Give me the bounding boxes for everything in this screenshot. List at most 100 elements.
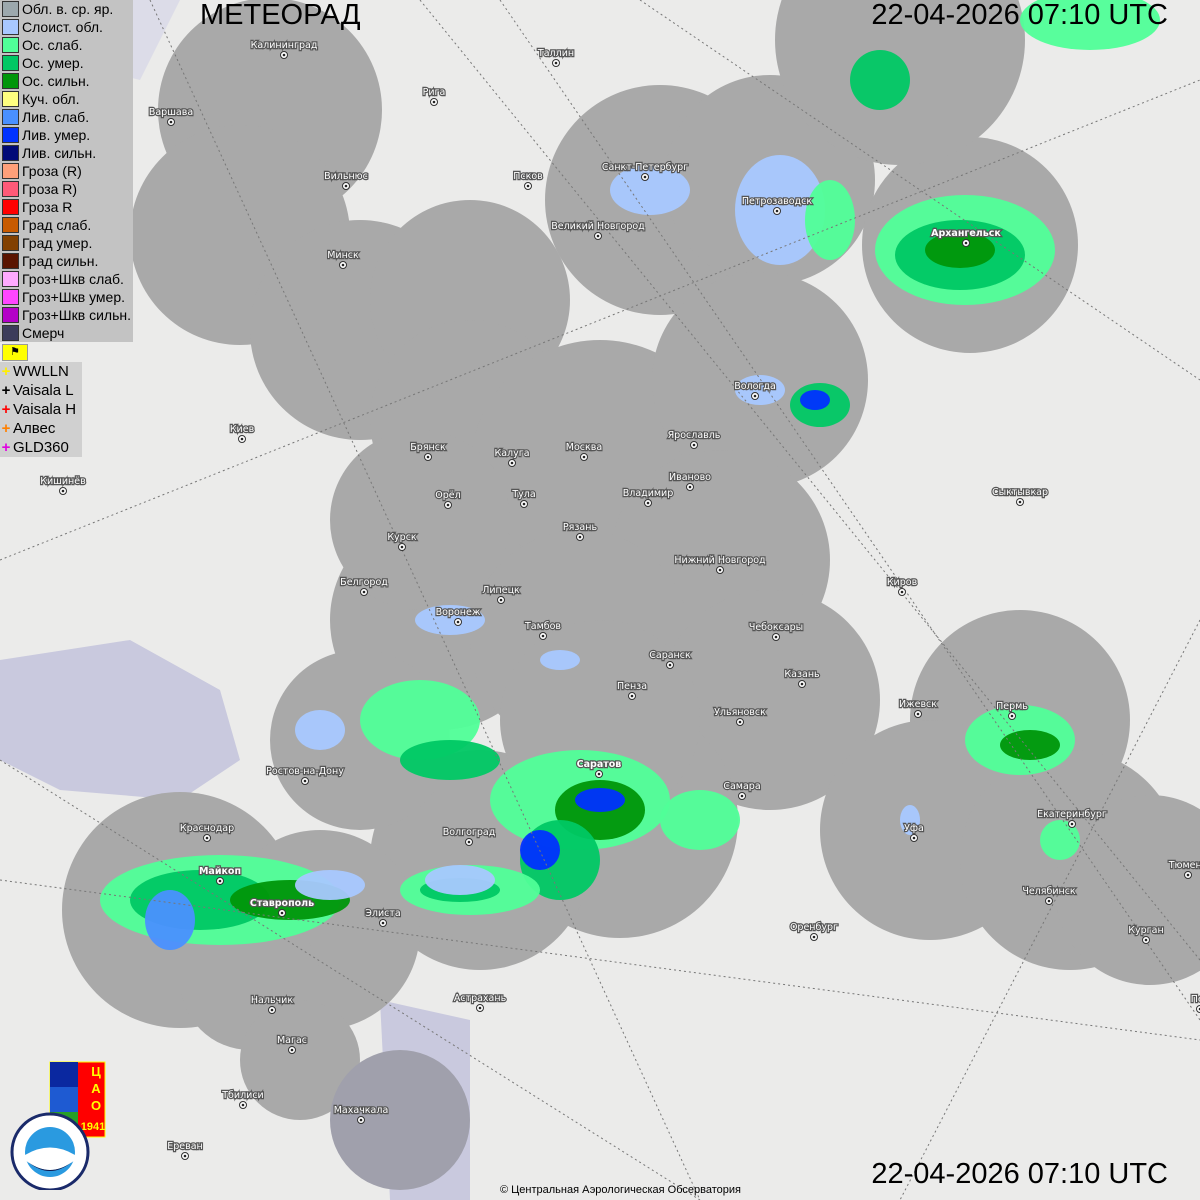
legend-swatch <box>2 37 19 53</box>
city-label: Великий Новгород <box>551 221 645 232</box>
legend-item: Лив. сильн. <box>0 144 133 162</box>
city-marker[interactable]: Элиста <box>364 907 402 927</box>
legend-label: Град сильн. <box>22 253 99 269</box>
legend-label: Гроз+Шкв слаб. <box>22 271 124 287</box>
city-marker[interactable]: Оренбург <box>789 921 839 941</box>
city-marker[interactable]: Калининград <box>249 39 319 59</box>
city-marker[interactable]: Самара <box>722 780 762 800</box>
city-marker[interactable]: Курск <box>386 531 418 551</box>
city-marker[interactable]: Москва <box>565 441 603 461</box>
city-marker[interactable]: Екатеринбург <box>1036 808 1108 828</box>
legend-item: Ос. умер. <box>0 54 133 72</box>
city-label: Москва <box>566 442 602 453</box>
city-marker[interactable]: Тбилиси <box>220 1089 265 1109</box>
city-marker[interactable]: Казань <box>783 668 821 688</box>
precipitation-echo <box>850 50 910 110</box>
city-marker[interactable]: Ульяновск <box>713 706 767 726</box>
city-marker[interactable]: Сыктывкар <box>991 486 1049 506</box>
svg-text:Ц: Ц <box>91 1064 101 1079</box>
city-label: Калуга <box>494 448 529 459</box>
city-label: Вологда <box>734 381 776 392</box>
city-marker[interactable]: Ижевск <box>898 698 938 718</box>
city-marker[interactable]: Киев <box>229 423 256 443</box>
city-marker[interactable]: Тамбов <box>523 620 563 640</box>
city-marker[interactable]: Киров <box>886 576 919 596</box>
city-marker[interactable]: Саранск <box>648 649 692 669</box>
city-marker[interactable]: Рига <box>421 86 447 106</box>
city-marker[interactable]: Пенза <box>616 680 648 700</box>
city-marker[interactable]: Ярославль <box>666 429 722 449</box>
city-marker[interactable]: Ставрополь <box>249 897 315 917</box>
timestamp-top: 22-04-2026 07:10 UTC <box>871 0 1168 31</box>
lightning-legend: + WWLLN + Vaisala L + Vaisala H + Алвес + GLD360 <box>0 362 82 457</box>
city-marker[interactable]: Вильнюс <box>323 170 369 190</box>
precipitation-echo <box>400 740 500 780</box>
city-marker[interactable]: Рязань <box>562 521 599 541</box>
city-marker[interactable]: Уфа <box>903 822 925 842</box>
city-marker[interactable]: Белгород <box>339 576 389 596</box>
legend-label: Гроза R <box>22 199 73 215</box>
city-label: Самара <box>723 781 760 792</box>
legend-label: Ос. умер. <box>22 55 84 71</box>
precipitation-echo <box>1020 0 1160 50</box>
city-marker[interactable]: Магас <box>276 1034 308 1054</box>
city-marker[interactable]: Петрозаводск <box>741 195 814 215</box>
city-marker[interactable]: Иваново <box>668 471 712 491</box>
city-marker[interactable]: Нальчик <box>250 994 295 1014</box>
lightning-item[interactable]: + Vaisala L <box>0 381 82 400</box>
city-marker[interactable]: Волгоград <box>441 826 497 846</box>
city-label: Рига <box>423 87 446 98</box>
city-marker[interactable]: Владимир <box>622 487 674 507</box>
city-marker[interactable]: Воронеж <box>434 606 482 626</box>
lightning-label: WWLLN <box>13 363 69 380</box>
city-label: Архангельск <box>931 228 1001 239</box>
lightning-item[interactable]: + Vaisala H <box>0 400 82 419</box>
city-marker[interactable]: Ереван <box>166 1140 204 1160</box>
legend-swatch <box>2 55 19 71</box>
city-marker[interactable]: Архангельск <box>930 227 1003 247</box>
lightning-item[interactable]: + WWLLN <box>0 362 82 381</box>
lightning-item[interactable]: + GLD360 <box>0 438 82 457</box>
city-marker[interactable]: Липецк <box>481 584 521 604</box>
city-label: Тюмень <box>1168 860 1200 871</box>
city-marker[interactable]: Астрахань <box>453 992 508 1012</box>
city-marker[interactable]: Нижний Новгород <box>673 554 767 574</box>
city-marker[interactable]: Псков <box>512 170 544 190</box>
city-marker[interactable]: Саратов <box>575 758 623 778</box>
city-marker[interactable]: Вологда <box>733 380 777 400</box>
city-marker[interactable]: Краснодар <box>179 822 235 842</box>
city-label: Тула <box>511 489 535 500</box>
city-label: Казань <box>784 669 820 680</box>
city-marker[interactable]: Тюмень <box>1166 859 1200 879</box>
lightning-item[interactable]: + Алвес <box>0 419 82 438</box>
city-label: Сыктывкар <box>992 487 1048 498</box>
city-marker[interactable]: Варшава <box>148 106 194 126</box>
city-marker[interactable]: Тула <box>510 488 537 508</box>
precipitation-echo <box>610 165 690 215</box>
flag-button[interactable]: ⚑ <box>2 344 28 361</box>
city-marker[interactable]: Челябинск <box>1021 885 1077 905</box>
city-marker[interactable]: Ростов-на-Дону <box>265 765 345 785</box>
city-marker[interactable]: Пермь <box>995 700 1029 720</box>
city-marker[interactable]: Брянск <box>409 441 447 461</box>
legend-item: Град слаб. <box>0 216 133 234</box>
city-label: Ижевск <box>899 699 937 710</box>
city-label: Киров <box>887 577 918 588</box>
city-marker[interactable]: Орёл <box>434 489 462 509</box>
city-marker[interactable]: Курган <box>1127 924 1165 944</box>
city-marker[interactable]: Калуга <box>493 447 531 467</box>
city-marker[interactable]: Великий Новгород <box>550 220 646 240</box>
city-label: Вильнюс <box>324 171 368 182</box>
city-marker[interactable]: Майкоп <box>198 865 242 885</box>
city-marker[interactable]: Махачкала <box>333 1104 389 1124</box>
radar-coverage-circle <box>1055 795 1200 985</box>
city-label: Нальчик <box>251 995 293 1006</box>
city-label: Саранск <box>649 650 691 661</box>
city-marker[interactable]: Таллин <box>536 47 575 67</box>
city-label: Варшава <box>149 107 193 118</box>
city-marker[interactable]: Минск <box>326 249 360 269</box>
city-marker[interactable]: Чебоксары <box>748 621 804 641</box>
city-marker[interactable]: Санкт-Петербург <box>601 161 689 181</box>
city-marker[interactable]: Кишинёв <box>39 475 87 495</box>
